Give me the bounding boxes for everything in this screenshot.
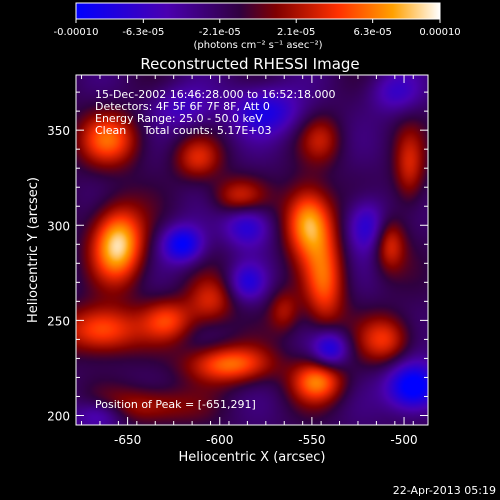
annotation-energy: Energy Range: 25.0 - 50.0 keV	[95, 112, 263, 125]
colorbar-ticks: -0.00010 -6.3e-05 -2.1e-05 2.1e-05 6.3e-05 0.…	[54, 19, 461, 38]
y-tick-label: 200	[47, 409, 70, 423]
annotation-peak: Position of Peak = [-651,291]	[95, 398, 256, 411]
colorbar-tick-label: -2.1e-05	[199, 27, 241, 38]
colorbar-tick-label: -6.3e-05	[122, 27, 164, 38]
y-tick-label: 350	[47, 124, 70, 138]
x-axis-label: Heliocentric X (arcsec)	[179, 450, 326, 465]
x-tick-label: -600	[206, 433, 233, 447]
colorbar-tick-label: -0.00010	[54, 27, 99, 38]
annotation-clean: Clean Total counts: 5.17E+03	[95, 124, 272, 137]
heatmap-image	[76, 75, 428, 425]
colorbar-tick-label: 6.3e-05	[353, 27, 391, 38]
axis-ticks: -650 -600 -550 -500 200 250 300 350	[47, 75, 428, 447]
x-tick-label: -500	[390, 433, 417, 447]
colorbar	[75, 2, 441, 20]
colorbar-unit-label: (photons cm⁻² s⁻¹ asec⁻²)	[193, 40, 322, 51]
chart-title: Reconstructed RHESSI Image	[140, 55, 359, 73]
y-axis-label: Heliocentric Y (arcsec)	[26, 177, 41, 323]
annotation-time: 15-Dec-2002 16:46:28.000 to 16:52:18.000	[95, 88, 336, 101]
colorbar-tick-label: 0.00010	[419, 27, 460, 38]
plot-frame	[75, 74, 429, 426]
colorbar-tick-label: 2.1e-05	[277, 27, 315, 38]
x-tick-label: -650	[114, 433, 141, 447]
footer-timestamp: 22-Apr-2013 05:19	[393, 484, 496, 497]
y-tick-label: 300	[47, 219, 70, 233]
y-tick-label: 250	[47, 314, 70, 328]
annotation-detectors: Detectors: 4F 5F 6F 7F 8F, Att 0	[95, 100, 270, 113]
x-tick-label: -550	[298, 433, 325, 447]
